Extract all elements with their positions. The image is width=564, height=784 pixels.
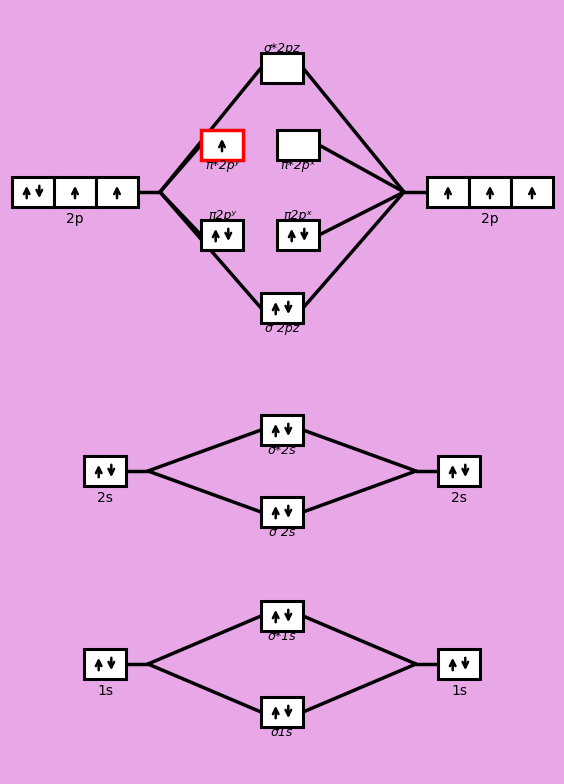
Text: σ1s: σ1s [271, 725, 293, 739]
Bar [201, 220, 243, 250]
Bar [12, 177, 54, 207]
Bar [438, 456, 480, 486]
Text: π2pʸ: π2pʸ [208, 209, 236, 222]
Text: 2s: 2s [451, 491, 467, 505]
Bar [261, 293, 303, 323]
Bar [277, 220, 319, 250]
Bar [84, 649, 126, 679]
Bar [54, 177, 96, 207]
Bar [261, 601, 303, 631]
Bar [511, 177, 553, 207]
Bar [469, 177, 511, 207]
Text: 2p: 2p [481, 212, 499, 226]
Text: 1s: 1s [451, 684, 467, 698]
Bar [427, 177, 469, 207]
Text: 1s: 1s [97, 684, 113, 698]
Text: π*2pʸ: π*2pʸ [205, 158, 239, 172]
Bar [261, 53, 303, 83]
Text: σ*2pz: σ*2pz [264, 42, 300, 55]
Text: σ 2s: σ 2s [269, 525, 295, 539]
Bar [438, 649, 480, 679]
Text: σ 2pz: σ 2pz [265, 321, 299, 335]
Bar [201, 130, 243, 160]
Bar [261, 415, 303, 445]
Bar [96, 177, 138, 207]
Text: π*2pˣ: π*2pˣ [280, 158, 316, 172]
Bar [261, 697, 303, 727]
Text: π2pˣ: π2pˣ [284, 209, 312, 222]
Bar [84, 456, 126, 486]
Bar [261, 497, 303, 527]
Text: σ*2s: σ*2s [268, 444, 296, 456]
Text: 2s: 2s [97, 491, 113, 505]
Bar [277, 130, 319, 160]
Text: σ*1s: σ*1s [268, 630, 296, 643]
Text: 2p: 2p [66, 212, 84, 226]
